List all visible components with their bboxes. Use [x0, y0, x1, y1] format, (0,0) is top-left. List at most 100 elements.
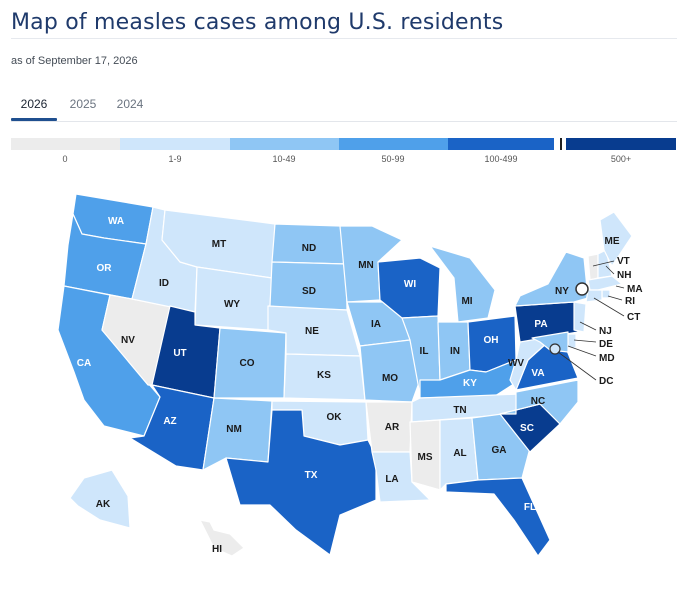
label-GA: GA	[492, 445, 507, 456]
label-NV: NV	[121, 335, 135, 346]
as-of-date: as of September 17, 2026	[11, 55, 138, 67]
state-DC[interactable]	[549, 343, 561, 355]
page-title: Map of measles cases among U.S. resident…	[11, 10, 504, 35]
tab-2024[interactable]: 2024	[116, 97, 144, 111]
label-FL: FL	[524, 502, 536, 513]
label-RI: RI	[625, 296, 635, 307]
callout-ct-line	[593, 297, 625, 317]
state-HI[interactable]	[199, 519, 245, 557]
legend-label-1-9: 1-9	[168, 154, 182, 164]
label-OH: OH	[484, 335, 499, 346]
legend-separator	[560, 138, 562, 150]
callout-vt-line	[592, 260, 615, 267]
label-LA: LA	[385, 474, 398, 485]
label-MD: MD	[599, 353, 615, 364]
label-NC: NC	[531, 396, 545, 407]
label-MT: MT	[212, 239, 226, 250]
callout-de-line	[573, 339, 597, 343]
state-AK[interactable]	[69, 469, 131, 529]
label-NY: NY	[555, 286, 569, 297]
callout-dc-line	[557, 351, 597, 381]
callout-md-line	[567, 345, 597, 357]
state-NC[interactable]	[499, 379, 579, 425]
label-CA: CA	[77, 358, 91, 369]
state-TX[interactable]	[225, 409, 377, 556]
label-WI: WI	[404, 279, 416, 290]
tab-2026[interactable]: 2026	[11, 95, 57, 121]
label-HI: HI	[212, 544, 222, 555]
callout-ri-line	[607, 295, 623, 301]
state-CT[interactable]	[585, 289, 603, 303]
label-NM: NM	[226, 424, 242, 435]
label-DE: DE	[599, 339, 613, 350]
state-DE[interactable]	[567, 333, 577, 349]
state-MI[interactable]	[429, 245, 496, 323]
legend-swatch-100-499	[448, 138, 554, 150]
label-MI: MI	[461, 296, 472, 307]
state-RI[interactable]	[601, 289, 611, 299]
state-MA[interactable]	[587, 275, 623, 291]
label-WA: WA	[108, 216, 124, 227]
label-WY: WY	[224, 299, 240, 310]
label-SD: SD	[302, 286, 316, 297]
label-CT: CT	[627, 312, 640, 323]
label-KS: KS	[317, 370, 331, 381]
legend-swatch-1-9	[120, 138, 230, 150]
label-AK: AK	[96, 499, 111, 510]
label-KY: KY	[463, 378, 477, 389]
label-MS: MS	[418, 452, 433, 463]
legend-swatch-10-49	[230, 138, 339, 150]
state-NJ[interactable]	[573, 301, 587, 333]
label-AR: AR	[385, 422, 400, 433]
label-AZ: AZ	[163, 416, 176, 427]
label-ND: ND	[302, 243, 316, 254]
label-TN: TN	[453, 405, 466, 416]
label-MA: MA	[627, 284, 643, 295]
label-IL: IL	[420, 346, 429, 357]
callout-nh-line	[605, 265, 615, 275]
label-ME: ME	[605, 236, 620, 247]
legend-label-100-499: 100-499	[484, 154, 518, 164]
state-NY[interactable]	[514, 251, 589, 307]
us-measles-map: WA OR CA NV ID MT WY UT AZ CO NM ND SD N…	[57, 193, 643, 557]
label-VT: VT	[617, 256, 630, 267]
year-tabs: 2026 2025 2024	[11, 95, 677, 122]
state-ME[interactable]	[599, 211, 633, 267]
label-TX: TX	[305, 470, 318, 481]
label-NE: NE	[305, 326, 319, 337]
label-IN: IN	[450, 346, 460, 357]
label-NJ: NJ	[599, 326, 612, 337]
label-CO: CO	[240, 358, 255, 369]
callout-nj-line	[579, 321, 597, 331]
label-PA: PA	[534, 319, 547, 330]
label-UT: UT	[173, 348, 186, 359]
label-WV: WV	[508, 358, 524, 369]
label-OK: OK	[327, 412, 343, 423]
tab-2025[interactable]: 2025	[69, 97, 97, 111]
legend-label-500-plus: 500+	[610, 154, 632, 164]
label-MN: MN	[358, 260, 374, 271]
label-IA: IA	[371, 319, 381, 330]
title-divider	[11, 38, 677, 39]
legend: 0 1-9 10-49 50-99 100-499 500+	[11, 138, 677, 168]
legend-label-10-49: 10-49	[272, 154, 296, 164]
label-VA: VA	[531, 368, 544, 379]
legend-swatch-0	[11, 138, 120, 150]
legend-swatch-500-plus	[566, 138, 676, 150]
state-LA[interactable]	[371, 451, 431, 503]
callout-ma-line	[615, 285, 625, 289]
legend-label-0: 0	[62, 154, 68, 164]
state-FL[interactable]	[445, 477, 551, 557]
state-MO[interactable]	[359, 339, 421, 403]
legend-swatch-50-99	[339, 138, 448, 150]
label-ID: ID	[159, 278, 169, 289]
legend-label-50-99: 50-99	[381, 154, 405, 164]
label-SC: SC	[520, 423, 534, 434]
label-OR: OR	[97, 263, 113, 274]
label-MO: MO	[382, 373, 398, 384]
northeast-callout-marker	[575, 282, 589, 296]
label-AL: AL	[453, 448, 466, 459]
label-DC: DC	[599, 376, 613, 387]
state-VT[interactable]	[587, 253, 599, 281]
label-NH: NH	[617, 270, 631, 281]
